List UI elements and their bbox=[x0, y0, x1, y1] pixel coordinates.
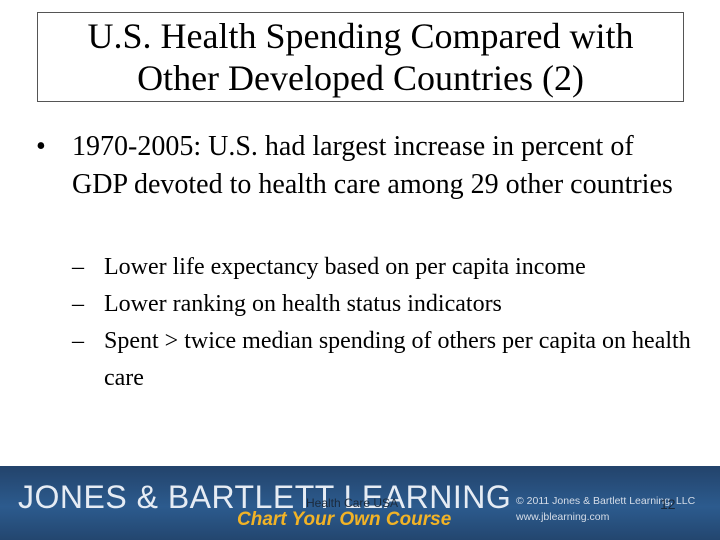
sub-bullet-marker: – bbox=[72, 254, 84, 280]
sub-bullet: – Spent > twice median spending of other… bbox=[72, 323, 702, 397]
footer-label: Health Care USA bbox=[306, 496, 399, 510]
sub-bullet-text: Lower ranking on health status indicator… bbox=[104, 291, 502, 317]
publisher-url: www.jblearning.com bbox=[516, 511, 610, 523]
sub-bullet: – Lower ranking on health status indicat… bbox=[72, 286, 702, 323]
bullet-marker: • bbox=[36, 131, 46, 162]
slide-title-line-2: Other Developed Countries (2) bbox=[137, 58, 584, 98]
publisher-footer-band: JONES & BARTLETT LEARNING Chart Your Own… bbox=[0, 466, 720, 540]
copyright-notice: © 2011 Jones & Bartlett Learning, LLC ww… bbox=[516, 493, 695, 525]
slide-title-box: U.S. Health Spending Compared with Other… bbox=[37, 12, 684, 102]
slide-title-line-1: U.S. Health Spending Compared with bbox=[87, 16, 634, 56]
sub-bullet-marker: – bbox=[72, 328, 84, 354]
copyright-line: © 2011 Jones & Bartlett Learning, LLC bbox=[516, 495, 696, 507]
sub-bullet: – Lower life expectancy based on per cap… bbox=[72, 249, 702, 286]
sub-bullet-list: – Lower life expectancy based on per cap… bbox=[72, 249, 702, 397]
sub-bullet-text: Spent > twice median spending of others … bbox=[104, 328, 691, 391]
main-bullet-text: 1970-2005: U.S. had largest increase in … bbox=[72, 131, 673, 200]
sub-bullet-text: Lower life expectancy based on per capit… bbox=[104, 254, 586, 280]
publisher-brand-logo: JONES & BARTLETT LEARNING bbox=[18, 479, 512, 515]
main-bullet: • 1970-2005: U.S. had largest increase i… bbox=[36, 128, 696, 204]
slide-number: 12 bbox=[660, 496, 676, 512]
sub-bullet-marker: – bbox=[72, 291, 84, 317]
publisher-tagline: Chart Your Own Course bbox=[237, 509, 452, 530]
